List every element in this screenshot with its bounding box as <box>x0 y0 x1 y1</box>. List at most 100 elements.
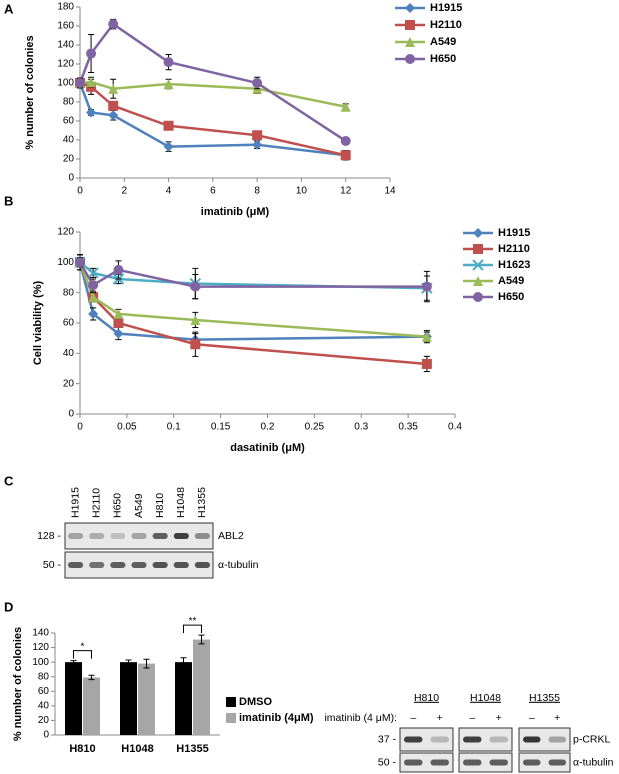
band <box>131 533 147 539</box>
band <box>194 533 210 539</box>
band <box>110 562 126 568</box>
bar <box>138 663 155 735</box>
marker <box>163 120 174 131</box>
legend-label: H1623 <box>498 259 530 271</box>
marker <box>421 281 432 292</box>
annotation: * <box>81 641 85 652</box>
marker <box>86 107 97 118</box>
series-line <box>79 261 427 290</box>
panel-label: C <box>4 473 14 488</box>
marker <box>113 318 124 328</box>
marker <box>113 328 124 339</box>
legend-label: H2110 <box>430 19 462 31</box>
cell-line-label: H1048 <box>470 692 501 704</box>
x-tick-label: 14 <box>384 186 396 197</box>
bar <box>193 639 210 735</box>
blot-frame <box>518 752 571 773</box>
error-bar <box>143 658 150 669</box>
x-tick-label: 0.25 <box>305 422 325 433</box>
cell-line-label: H1355 <box>529 692 560 704</box>
y-tick-label: 40 <box>63 135 75 146</box>
marker <box>473 228 483 238</box>
y-tick-label: 140 <box>57 40 74 51</box>
marker <box>190 281 201 292</box>
marker <box>190 314 201 325</box>
x-axis-title: imatinib (μM) <box>201 206 270 218</box>
x-tick-label: 10 <box>296 186 308 197</box>
y-tick-label: 60 <box>38 686 50 697</box>
error-bar <box>180 657 187 668</box>
treatment-sign: – <box>410 712 416 724</box>
marker <box>86 77 97 88</box>
x-tick-label: 0.4 <box>448 422 462 433</box>
marker <box>421 358 432 369</box>
protein-label: α-tubulin <box>218 559 259 571</box>
bar <box>83 677 100 735</box>
marker <box>113 264 124 275</box>
marker <box>252 139 263 150</box>
treatment-sign: – <box>529 712 535 724</box>
legend-label: A549 <box>430 36 456 48</box>
series-line <box>78 22 347 142</box>
band <box>548 759 566 766</box>
legend-swatch <box>226 713 236 723</box>
treatment-label: imatinib (4 μM): <box>324 712 397 724</box>
marker <box>405 37 415 47</box>
treatment-sign: – <box>469 712 475 724</box>
size-marker: 50 - <box>378 756 397 768</box>
y-tick-label: 80 <box>63 287 75 298</box>
marker <box>75 78 85 88</box>
y-tick-label: 0 <box>68 173 74 184</box>
y-tick-label: 0 <box>43 730 49 741</box>
y-tick-label: 80 <box>63 97 75 108</box>
legend-swatch <box>226 697 236 707</box>
x-tick-label: 6 <box>210 186 216 197</box>
lane-label: H1048 <box>175 487 187 518</box>
y-tick-label: 20 <box>38 715 50 726</box>
blot-frame <box>458 752 513 773</box>
error-bar <box>88 674 95 681</box>
x-tick-label: 0 <box>77 186 83 197</box>
y-axis-title: % number of colonies <box>12 627 24 741</box>
band <box>152 533 168 539</box>
y-tick-label: 100 <box>32 657 49 668</box>
size-marker: 50 - <box>43 559 62 571</box>
marker <box>405 54 415 64</box>
protein-label: p-CRKL <box>573 733 611 745</box>
y-tick-label: 40 <box>63 348 75 359</box>
marker <box>340 150 351 161</box>
band <box>89 533 105 539</box>
y-tick-label: 180 <box>57 2 74 13</box>
x-tick-label: 0.1 <box>167 422 181 433</box>
x-axis-title: dasatinib (μM) <box>230 442 305 454</box>
x-tick-label: H810 <box>69 743 95 755</box>
marker <box>405 3 415 13</box>
marker <box>108 83 119 94</box>
band <box>131 562 147 568</box>
panel-label: A <box>4 1 14 16</box>
blot-frame <box>458 727 513 752</box>
band <box>489 736 508 743</box>
protein-label: ABL2 <box>218 530 244 542</box>
band <box>489 759 508 766</box>
cell-line-label: H810 <box>414 692 439 704</box>
x-tick-label: 0.3 <box>354 422 368 433</box>
marker <box>108 100 119 111</box>
y-tick-label: 80 <box>38 671 50 682</box>
series-line <box>78 261 427 366</box>
legend-label: A549 <box>498 275 524 287</box>
band <box>173 533 189 539</box>
band <box>430 759 449 766</box>
lane-label: H1355 <box>196 487 208 518</box>
legend-label: H650 <box>498 291 524 303</box>
lane-label: H650 <box>112 493 124 518</box>
marker <box>405 20 415 30</box>
marker <box>75 257 85 268</box>
y-tick-label: 20 <box>63 154 75 165</box>
band <box>430 736 449 743</box>
marker <box>252 78 263 88</box>
y-tick-label: 100 <box>57 257 74 268</box>
x-tick-label: 0.2 <box>261 422 275 433</box>
legend-label: DMSO <box>239 696 272 708</box>
